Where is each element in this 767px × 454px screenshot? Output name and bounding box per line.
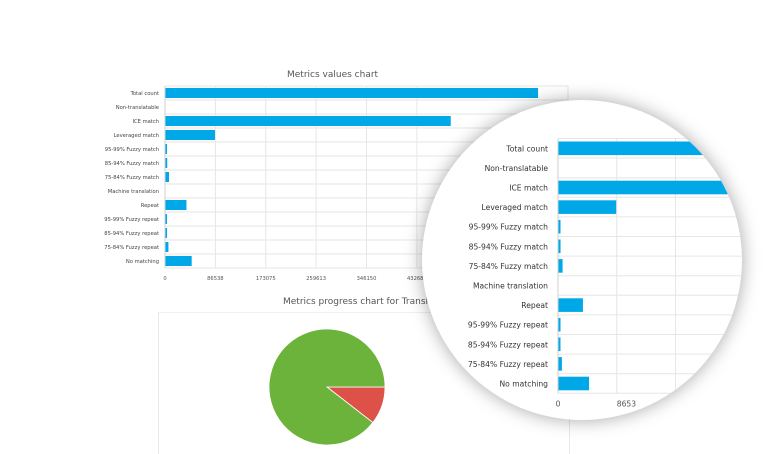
bar-8 (165, 200, 187, 210)
bar-4 (165, 144, 167, 154)
bar-category-label: No matching (126, 259, 159, 265)
mag-category-label: 85-94% Fuzzy repeat (468, 340, 548, 349)
mag-category-label: No matching (500, 380, 549, 389)
mag-x-tick-label: 8653 (617, 399, 636, 408)
mag-bar-2 (558, 180, 742, 195)
mag-bar-3 (558, 200, 617, 214)
bar-x-tick-label: 346150 (357, 276, 377, 282)
mag-bar-4 (558, 219, 561, 234)
bar-category-label: 85-94% Fuzzy repeat (104, 231, 159, 237)
mag-category-label: 75-84% Fuzzy match (469, 262, 549, 271)
mag-category-label: 95-99% Fuzzy repeat (468, 321, 548, 330)
bar-2 (165, 116, 451, 126)
bar-5 (165, 158, 168, 168)
mag-category-label: 95-99% Fuzzy match (469, 223, 549, 232)
bar-category-label: Non-translatable (116, 105, 159, 111)
bar-10 (165, 228, 167, 238)
magnified-bar-chart: Total count Non-translatable ICE match Leve… (468, 138, 742, 408)
mag-category-label: Machine translation (473, 282, 548, 291)
mag-bar-11 (558, 357, 562, 371)
mag-category-label: ICE match (509, 184, 548, 193)
mag-category-label: Leveraged match (482, 203, 549, 212)
bar-12 (165, 256, 192, 266)
bar-0 (165, 88, 539, 98)
bar-category-label: 75-84% Fuzzy repeat (104, 245, 159, 251)
mag-category-label: Non-translatable (485, 164, 549, 173)
metrics-pie-chart (268, 328, 386, 446)
mag-category-label: Total count (505, 144, 548, 153)
mag-bar-0 (558, 141, 742, 156)
bar-6 (165, 172, 169, 182)
pie-chart-title: Metrics progress chart for Transla (283, 297, 434, 307)
bar-category-label: 85-94% Fuzzy match (105, 161, 159, 167)
bar-chart-title: Metrics values chart (287, 70, 379, 80)
bar-category-label: Leveraged match (114, 133, 159, 139)
magnifier-lens: Total count Non-translatable ICE match Leve… (422, 100, 742, 420)
bar-category-label: Machine translation (108, 189, 159, 195)
mag-bar-9 (558, 317, 561, 332)
pie-slice-1 (268, 328, 386, 446)
mag-bar-12 (558, 376, 590, 391)
mag-bar-8 (558, 298, 583, 312)
bar-category-label: 95-99% Fuzzy repeat (104, 217, 159, 223)
mag-category-label: 75-84% Fuzzy repeat (468, 360, 548, 369)
mag-x-tick-label: 0 (556, 399, 561, 408)
bar-x-tick-label: 0 (163, 276, 166, 282)
bar-x-tick-label: 86538 (207, 276, 224, 282)
mag-bar-10 (558, 337, 561, 352)
bar-category-label: 95-99% Fuzzy match (105, 147, 159, 153)
bar-category-label: Total count (130, 91, 159, 97)
bar-x-tick-label: 432688 (407, 276, 427, 282)
bar-category-label: ICE match (133, 119, 160, 125)
bar-category-label: Repeat (141, 203, 159, 209)
bar-x-tick-label: 173075 (256, 276, 276, 282)
bar-11 (165, 242, 169, 252)
bar-category-label: 75-84% Fuzzy match (105, 175, 159, 181)
mag-category-label: Repeat (521, 301, 548, 310)
mag-category-label: 85-94% Fuzzy match (469, 242, 549, 251)
bar-x-tick-label: 259613 (306, 276, 326, 282)
mag-bar-5 (558, 239, 561, 254)
mag-bar-6 (558, 259, 563, 273)
bar-9 (165, 214, 167, 224)
bar-3 (165, 130, 215, 140)
